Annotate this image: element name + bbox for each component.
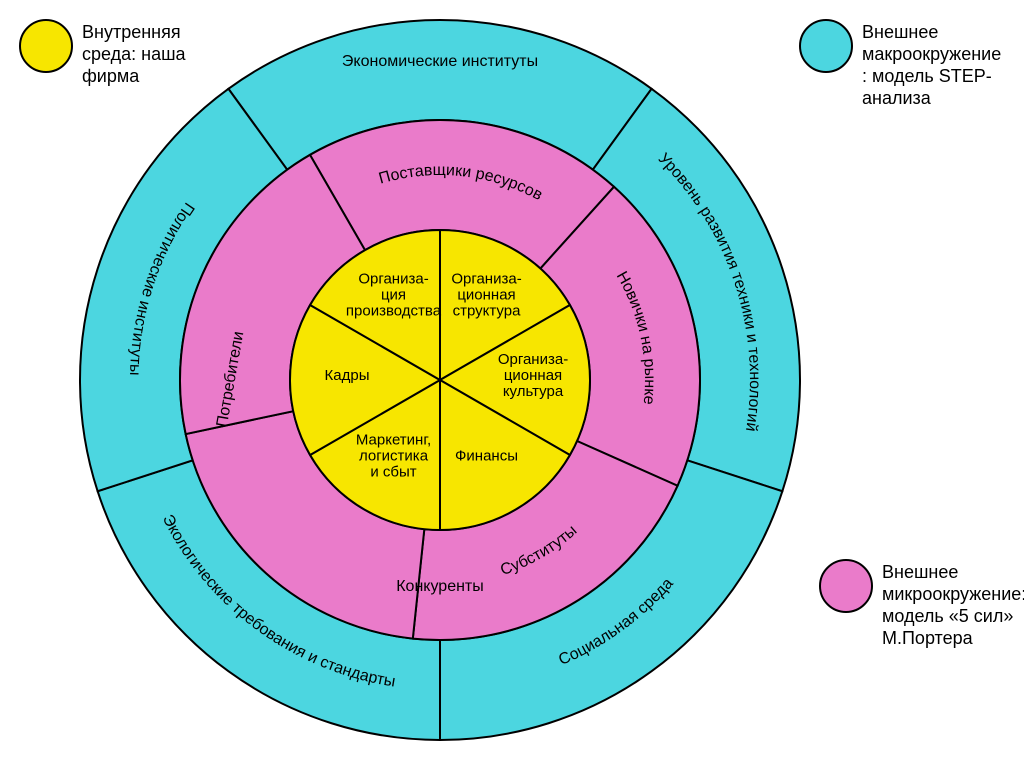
legend-text: микроокружение: xyxy=(882,584,1024,604)
legend-text: среда: наша xyxy=(82,44,187,64)
legend-macro: Внешнеемакроокружение: модель STEP-анали… xyxy=(800,20,1001,108)
legend-swatch xyxy=(20,20,72,72)
legend-text: макроокружение xyxy=(862,44,1001,64)
legend-inner: Внутренняясреда: нашафирма xyxy=(20,20,187,86)
legend-swatch xyxy=(820,560,872,612)
legend-text: Внешнее xyxy=(862,22,938,42)
legend-text: модель «5 сил» xyxy=(882,606,1013,626)
inner-label: Финансы xyxy=(455,448,518,465)
legend-swatch xyxy=(800,20,852,72)
inner-label: Организа-ционнаяструктура xyxy=(451,270,521,319)
legend-micro: Внешнеемикроокружение:модель «5 сил»М.По… xyxy=(820,560,1024,648)
middle-label: Конкуренты xyxy=(396,578,484,595)
environment-diagram: Экономические институтыУровень развития … xyxy=(0,0,1024,767)
legend-text: Внутренняя xyxy=(82,22,181,42)
inner-label: Организа-ционнаякультура xyxy=(498,351,568,400)
legend-text: анализа xyxy=(862,88,932,108)
legend-text: фирма xyxy=(82,66,140,86)
legend-text: Внешнее xyxy=(882,562,958,582)
legend-text: М.Портера xyxy=(882,628,974,648)
legend-text: : модель STEP- xyxy=(862,66,992,86)
inner-label: Кадры xyxy=(325,367,370,384)
outer-label: Экономические институты xyxy=(342,53,538,70)
